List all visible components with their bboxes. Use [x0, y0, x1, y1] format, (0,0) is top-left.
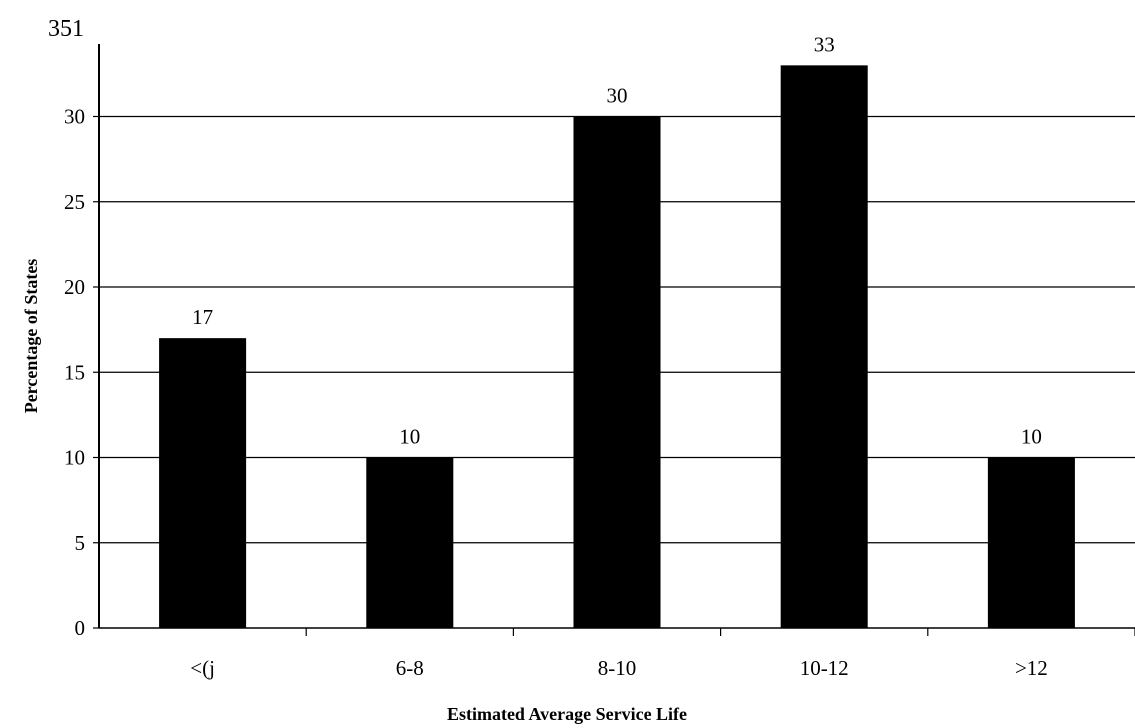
y-tick-label: 15	[64, 360, 85, 384]
bar	[159, 338, 247, 628]
category-label: 8-10	[598, 656, 637, 680]
data-label: 33	[814, 32, 835, 56]
data-labels: 17 10 30 33 10	[192, 32, 1042, 448]
y-axis-title: Percentage of States	[21, 259, 41, 414]
y-tick-labels: 0 5 10 15 20 25 30	[64, 105, 85, 641]
category-label: <(j	[190, 656, 215, 680]
bars	[159, 65, 1075, 629]
category-label: 10-12	[800, 656, 849, 680]
y-tick-label: 25	[64, 190, 85, 214]
category-label: >12	[1015, 656, 1048, 680]
data-label: 10	[399, 425, 420, 449]
x-axis-title: Estimated Average Service Life	[447, 704, 687, 724]
bar	[987, 457, 1075, 628]
data-label: 10	[1021, 425, 1042, 449]
category-labels: <(j 6-8 8-10 10-12 >12	[190, 656, 1048, 680]
x-tick-marks	[305, 628, 1135, 636]
data-label: 17	[192, 305, 213, 329]
y-tick-label: 5	[75, 531, 86, 555]
y-tick-label: 20	[64, 275, 85, 299]
category-label: 6-8	[396, 656, 424, 680]
y-tick-label: 30	[64, 105, 85, 129]
bar	[573, 116, 661, 628]
y-tick-label: 0	[75, 616, 86, 640]
top-left-label: 351	[48, 16, 84, 42]
data-label: 30	[607, 84, 628, 108]
y-tick-label: 10	[64, 446, 85, 470]
bar	[366, 457, 454, 628]
bar	[780, 65, 868, 629]
